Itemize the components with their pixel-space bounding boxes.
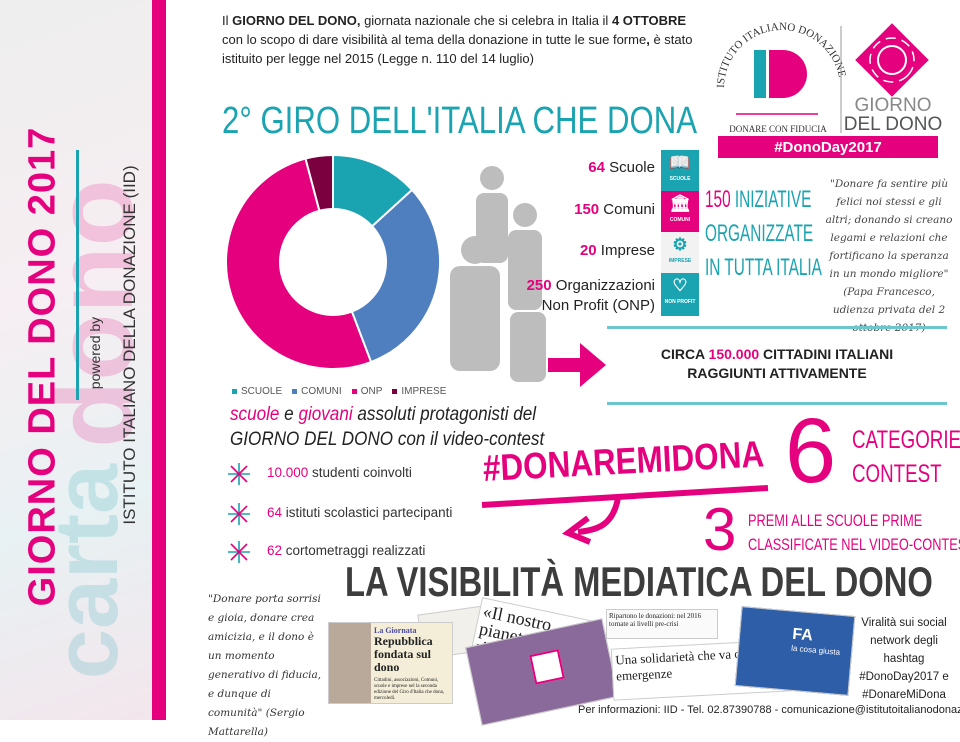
legend-label: IMPRESE bbox=[401, 386, 447, 397]
papa-quote: "Donare fa sentire più felici noi stessi… bbox=[825, 178, 953, 334]
building-icon: 🏛 bbox=[669, 194, 691, 213]
asterisk-icon bbox=[228, 541, 250, 563]
stat-comuni: 150 Comuni bbox=[574, 201, 655, 218]
media-title: LA VISIBILITÀ MEDIATICA DEL DONO bbox=[345, 558, 933, 605]
legend-item-imprese: IMPRESE bbox=[392, 386, 446, 397]
gears-icon: ⚙ bbox=[672, 235, 688, 254]
intro-text: Il GIORNO DEL DONO, giornata nazionale c… bbox=[222, 13, 693, 66]
divider bbox=[607, 326, 947, 329]
divider bbox=[607, 402, 947, 405]
tv-screenshot-fa-la-cosa-giusta: FA la cosa giusta bbox=[734, 606, 856, 696]
svg-text:DONARE CON FIDUCIA: DONARE CON FIDUCIA bbox=[729, 124, 827, 134]
legend-item-onp: ONP bbox=[351, 386, 383, 397]
giorno-del-dono-emblem bbox=[855, 23, 929, 97]
legend-label: SCUOLE bbox=[241, 386, 283, 397]
asterisk-icon bbox=[228, 503, 250, 525]
clip-title: Repubblica fondata sul dono bbox=[374, 634, 433, 674]
legend-swatch bbox=[392, 388, 398, 394]
institute-name: ISTITUTO ITALIANO DELLA DONAZIONE (IID) bbox=[120, 165, 139, 525]
svg-text:DEL DONO: DEL DONO bbox=[844, 114, 943, 135]
bullet-students: 10.000 studenti coinvolti bbox=[267, 465, 412, 480]
powered-by: powered by bbox=[87, 316, 103, 390]
iid-logo: ISTITUTO ITALIANO DONAZIONE DONARE CON F… bbox=[715, 21, 943, 158]
book-icon: 📖 bbox=[669, 153, 691, 172]
clip-body: Cittadini, associazioni, Comuni, scuole … bbox=[374, 678, 445, 701]
curved-arrow-icon bbox=[481, 485, 769, 545]
category-imprese: ⚙ IMPRESE bbox=[661, 232, 699, 273]
press-clipping-repubblica: La Giornata Repubblica fondata sul dono … bbox=[328, 622, 453, 704]
donut-slice-onp bbox=[225, 157, 373, 370]
arrow-right-icon bbox=[548, 343, 606, 387]
citizens-reached: CIRCA 150.000 CITTADINI ITALIANI RAGGIUNT… bbox=[660, 346, 894, 381]
mattarella-quote: "Donare porta sorrisi e gioia, donare cr… bbox=[208, 593, 322, 738]
heart-icon: ♡ bbox=[672, 276, 688, 295]
category-comuni: 🏛 COMUNI bbox=[661, 191, 699, 232]
section-title: 2° GIRO DELL'ITALIA CHE DONA bbox=[222, 100, 697, 142]
asterisk-icon bbox=[228, 463, 250, 485]
chart-legend: SCUOLE COMUNI ONP IMPRESE bbox=[232, 386, 456, 397]
clip-heading: La Giornata bbox=[374, 626, 417, 635]
iid-logo-on-set bbox=[529, 649, 565, 685]
iniziative-text: 150 INIZIATIVE ORGANIZZATE IN TUTTA ITALIA bbox=[705, 186, 822, 281]
legend-item-scuole: SCUOLE bbox=[232, 386, 282, 397]
press-clipping: Ripartono le donazioni: nel 2016 tornate… bbox=[606, 609, 718, 639]
footer-contact: Per informazioni: IID - Tel. 02.87390788… bbox=[578, 704, 960, 716]
donut-chart bbox=[225, 153, 441, 370]
legend-label: ONP bbox=[360, 386, 383, 397]
stat-onp: 250 Organizzazioni Non Profit (ONP) bbox=[526, 277, 655, 314]
bullet-schools: 64 istituti scolastici partecipanti bbox=[267, 505, 453, 520]
categories-count: 6 bbox=[785, 400, 837, 502]
photo bbox=[329, 623, 371, 703]
bullet-shorts: 62 cortometraggi realizzati bbox=[267, 543, 426, 558]
pink-stripe bbox=[152, 0, 166, 720]
stat-scuole: 64 Scuole bbox=[588, 159, 655, 176]
contest-subtitle: scuole e giovani assoluti protagonisti d… bbox=[230, 404, 545, 450]
legend-item-comuni: COMUNI bbox=[292, 386, 342, 397]
donut-slice-imprese bbox=[304, 153, 334, 212]
category-nonprofit: ♡ NON PROFIT bbox=[661, 273, 699, 316]
legend-swatch bbox=[351, 388, 357, 394]
svg-text:GIORNO: GIORNO bbox=[854, 95, 931, 116]
prizes-label: PREMI ALLE SCUOLE PRIME CLASSIFICATE NEL … bbox=[748, 511, 960, 554]
side-title: GIORNO DEL DONO 2017 bbox=[21, 126, 64, 607]
teal-divider bbox=[76, 150, 79, 400]
categories-label: CATEGORIE CONTEST bbox=[852, 426, 960, 488]
donut-slice-comuni bbox=[350, 188, 441, 364]
stat-imprese: 20 Imprese bbox=[579, 242, 655, 259]
legend-swatch bbox=[232, 388, 237, 394]
svg-text:#DonoDay2017: #DonoDay2017 bbox=[774, 139, 882, 156]
people-icon bbox=[450, 166, 546, 382]
legend-label: COMUNI bbox=[301, 386, 342, 397]
category-scuole: 📖 SCUOLE bbox=[661, 150, 699, 191]
viral-text: Viralità sui social network degli hashta… bbox=[859, 617, 949, 701]
legend-swatch bbox=[292, 388, 298, 394]
logos: ISTITUTO ITALIANO DONAZIONE DONARE CON F… bbox=[706, 8, 946, 158]
prizes-count: 3 bbox=[703, 496, 737, 563]
